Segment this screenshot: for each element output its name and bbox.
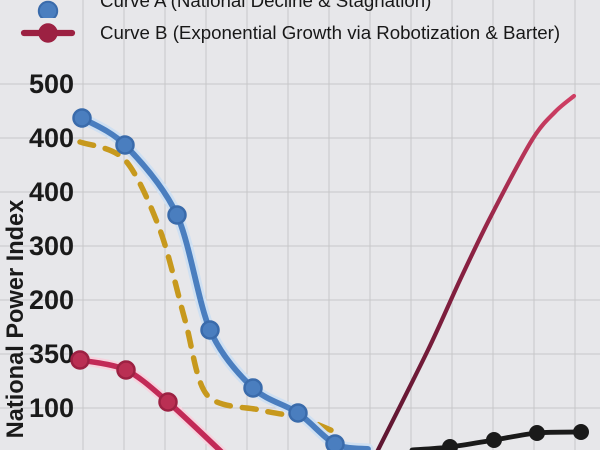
- svg-text:100: 100: [29, 393, 74, 423]
- svg-text:200: 200: [29, 285, 74, 315]
- svg-text:National Power Index: National Power Index: [3, 200, 29, 439]
- svg-text:400: 400: [29, 177, 74, 207]
- svg-text:400: 400: [29, 123, 74, 153]
- svg-text:500: 500: [29, 69, 74, 99]
- svg-text:300: 300: [29, 231, 74, 261]
- svg-text:350: 350: [29, 339, 74, 369]
